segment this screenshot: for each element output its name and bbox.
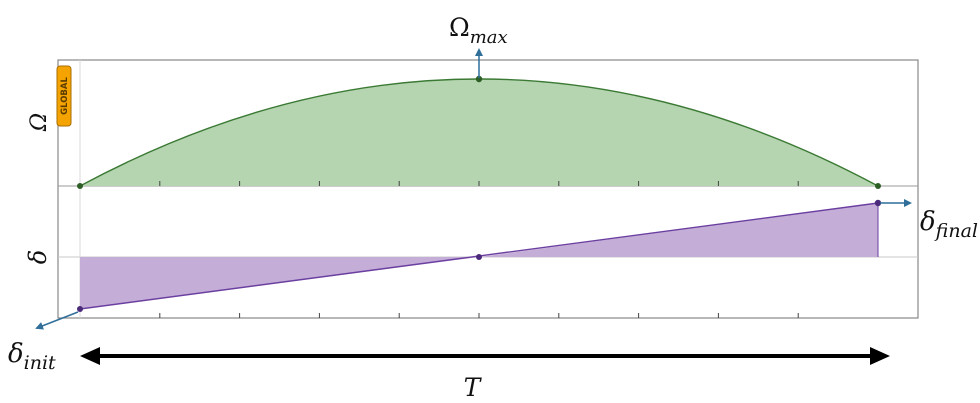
global-badge-text: GLOBAL [60, 77, 70, 115]
delta-init-label: δinit [8, 339, 56, 374]
omega-max-label: Ωmax [449, 13, 508, 48]
time-ticks [159, 181, 799, 318]
omega-start-point [77, 183, 83, 189]
delta-final-label: δfinal [920, 207, 978, 242]
delta-init-point [77, 306, 83, 312]
delta-init-arrow [35, 311, 79, 330]
omega-max-point [475, 75, 483, 83]
delta-mid-point [476, 254, 482, 260]
delta-final-point [874, 199, 882, 207]
global-badge: GLOBAL [56, 65, 72, 127]
double-headed-arrow-icon [80, 347, 890, 365]
delta-axis-label: δ [24, 250, 52, 264]
duration-label: T [464, 373, 483, 402]
omega-axis-label: Ω [27, 113, 52, 132]
omega-end-point [875, 183, 881, 189]
